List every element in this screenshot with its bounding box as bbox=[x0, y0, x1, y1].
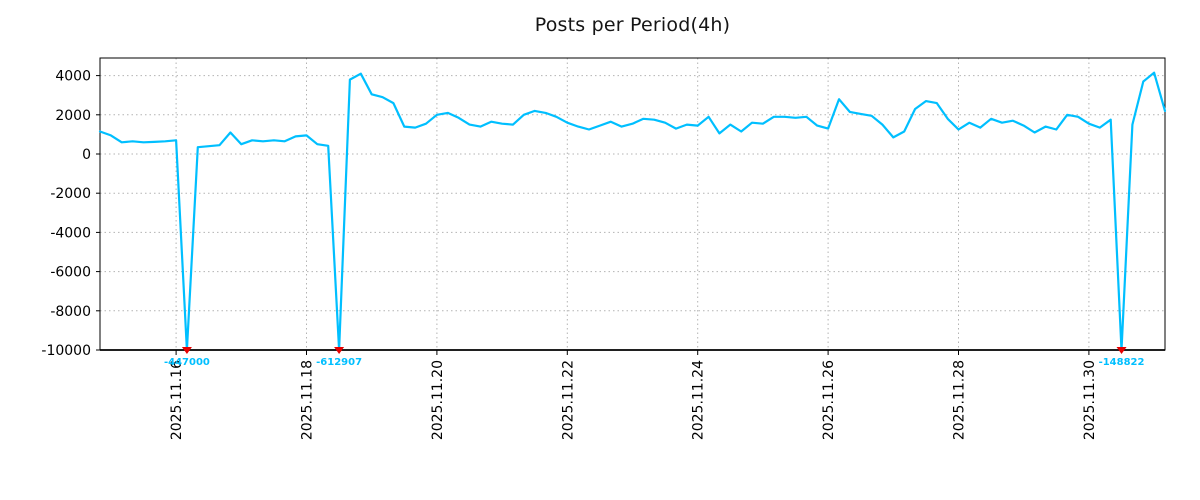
x-tick-label: 2025.11.22 bbox=[560, 360, 576, 440]
spike-annotation-label: -612907 bbox=[316, 357, 362, 368]
x-tick-label: 2025.11.26 bbox=[821, 360, 837, 440]
x-tick-label: 2025.11.18 bbox=[300, 360, 316, 440]
y-tick-label: -6000 bbox=[50, 265, 91, 281]
spike-marker-icon bbox=[181, 347, 192, 354]
y-tick-label: 4000 bbox=[55, 69, 91, 85]
x-tick-label: 2025.11.24 bbox=[691, 360, 707, 440]
y-tick-label: -8000 bbox=[50, 304, 91, 320]
spike-marker-icon bbox=[334, 347, 345, 354]
spike-annotation-label: -447000 bbox=[164, 357, 210, 368]
y-tick-label: -2000 bbox=[50, 186, 91, 202]
x-tick-label: 2025.11.30 bbox=[1082, 360, 1098, 440]
spike-marker-icon bbox=[1116, 347, 1127, 354]
x-tick-label: 2025.11.28 bbox=[952, 360, 968, 440]
posts-line-series bbox=[98, 71, 1167, 352]
spike-annotation-label: -148822 bbox=[1099, 357, 1145, 368]
x-tick-label: 2025.11.16 bbox=[169, 360, 185, 440]
y-tick-label: 0 bbox=[82, 147, 91, 163]
y-tick-label: 2000 bbox=[55, 108, 91, 124]
chart-title: Posts per Period(4h) bbox=[534, 14, 731, 36]
x-tick-label: 2025.11.20 bbox=[430, 360, 446, 440]
y-tick-label: -10000 bbox=[41, 343, 91, 359]
plot-frame bbox=[99, 57, 1166, 351]
y-tick-label: -4000 bbox=[50, 225, 91, 241]
